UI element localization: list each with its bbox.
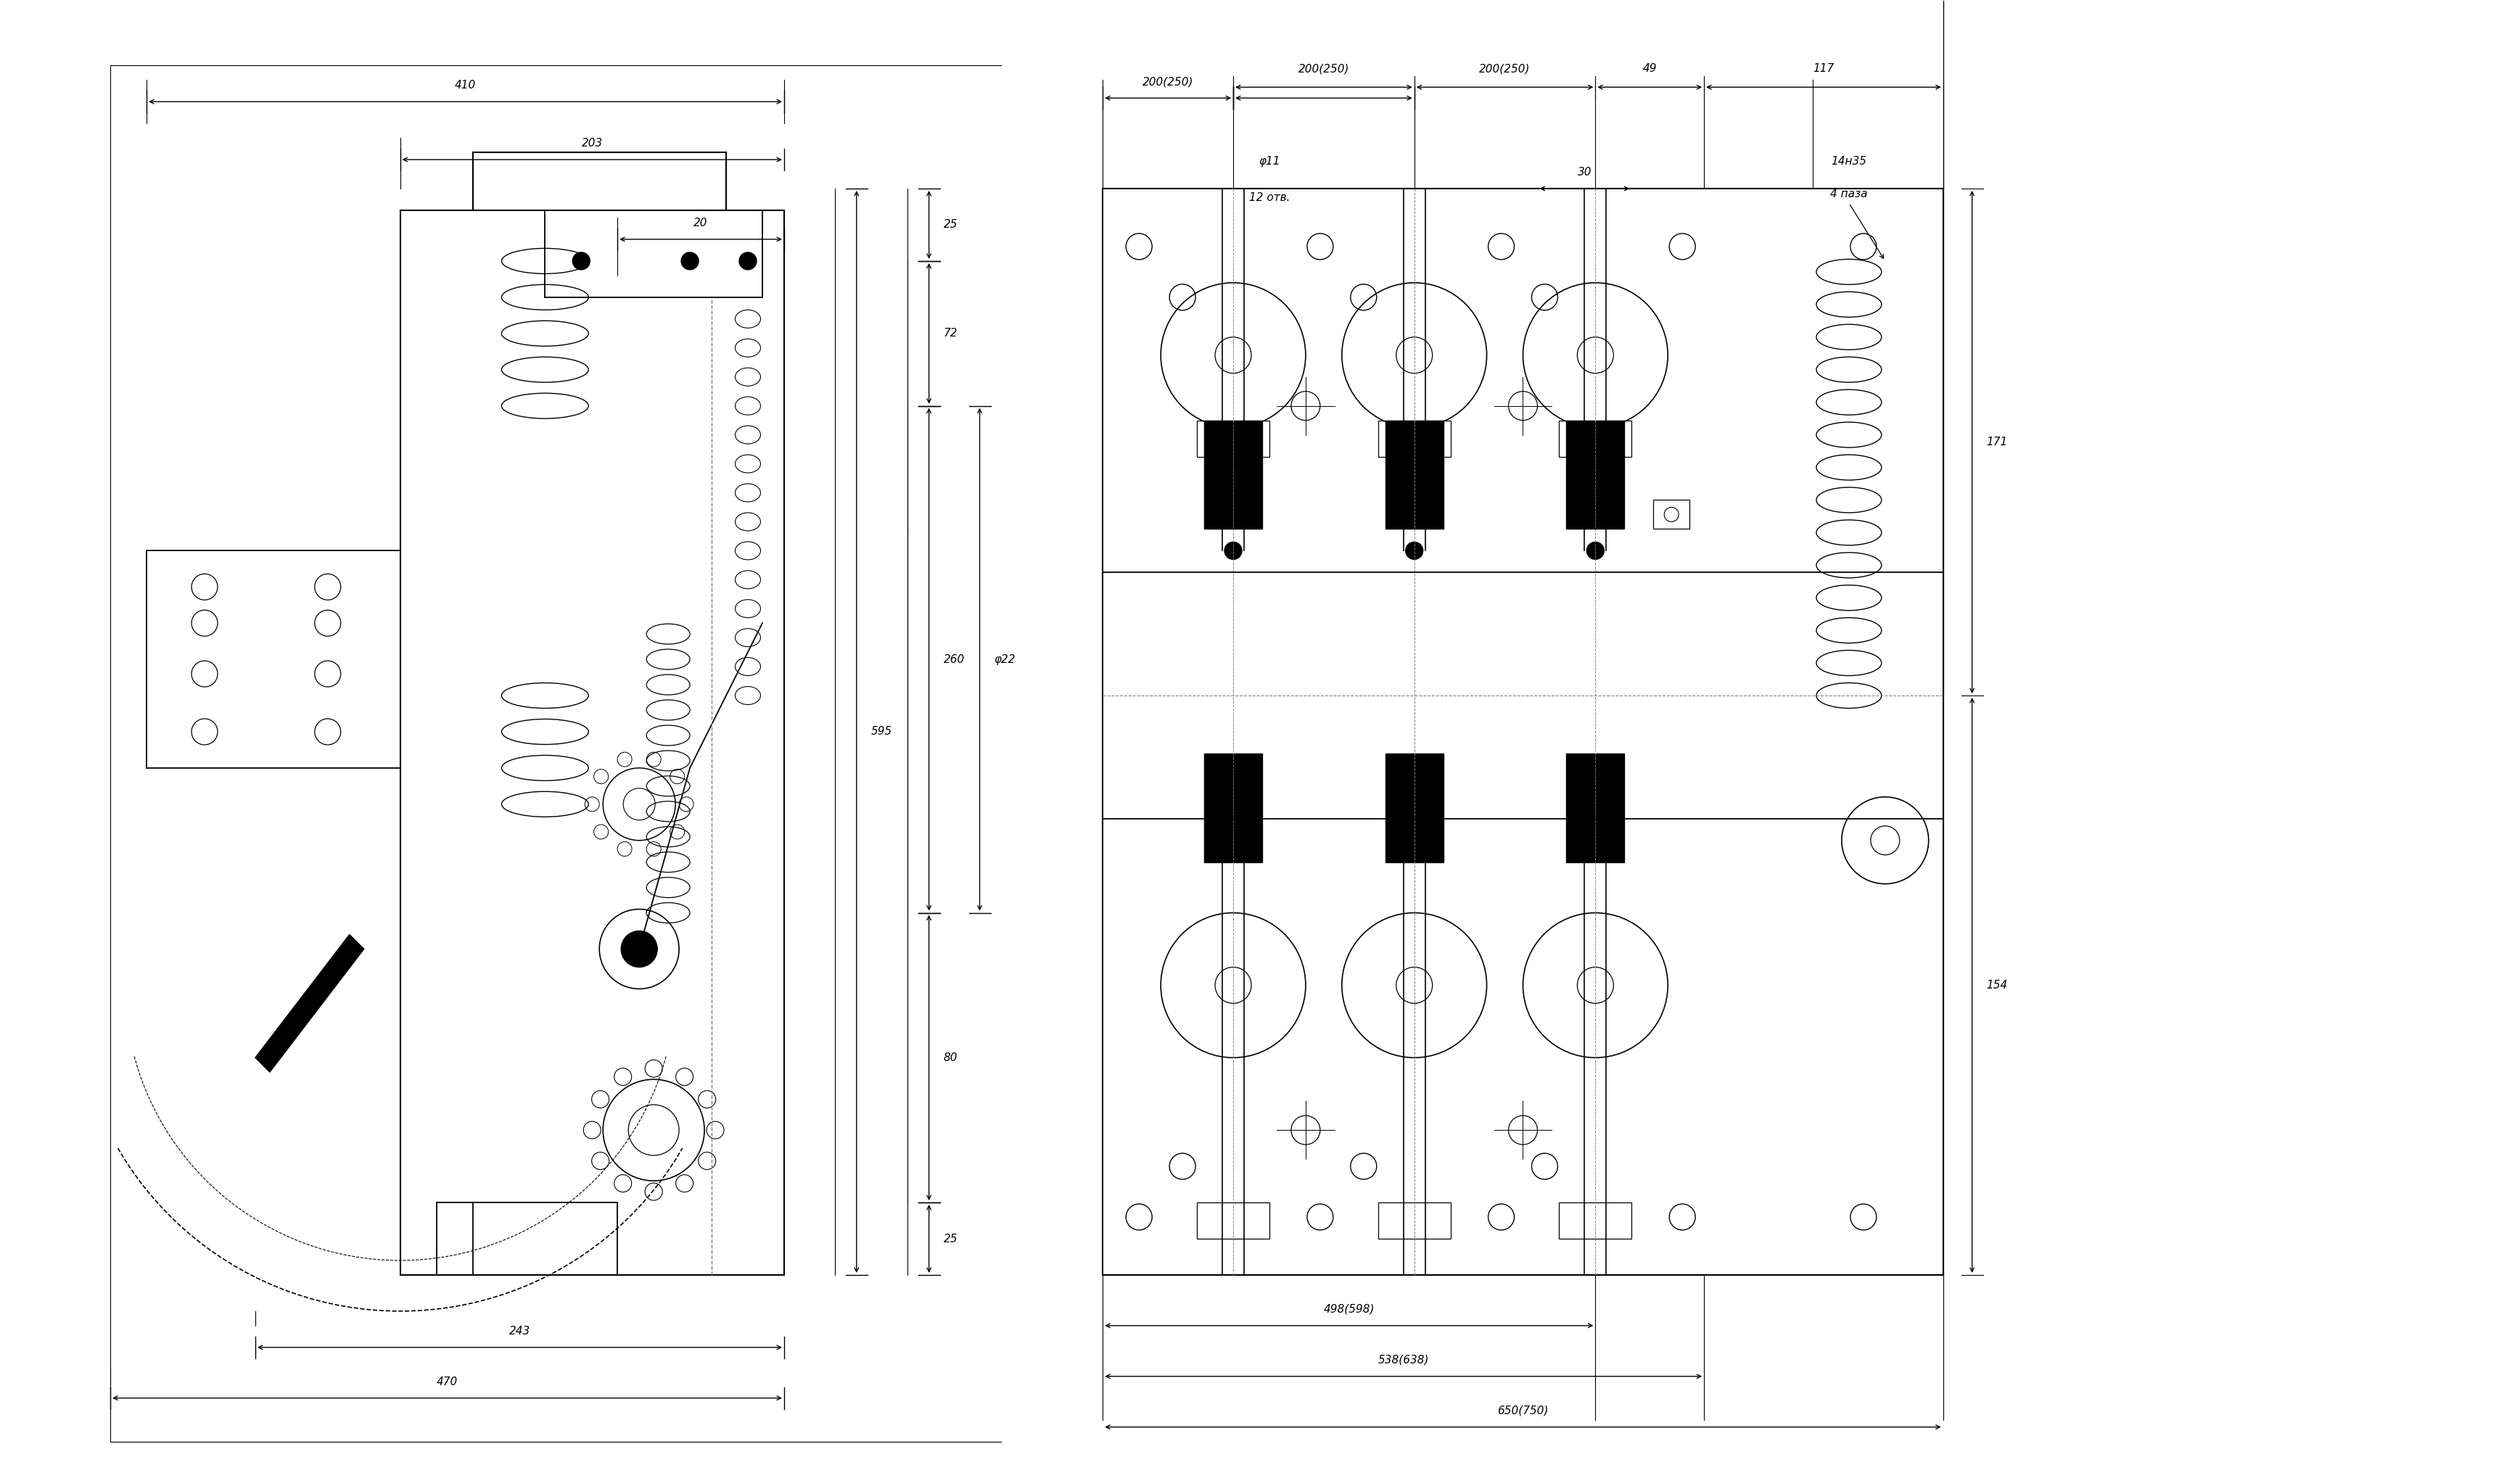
Circle shape [1225, 542, 1242, 559]
Text: 200(250): 200(250) [1142, 76, 1194, 87]
Bar [1378, 1202, 1452, 1238]
Text: 410: 410 [454, 80, 476, 90]
Text: 117: 117 [1812, 63, 1835, 74]
Circle shape [680, 252, 698, 270]
Bar [1386, 420, 1444, 529]
Text: 25: 25 [942, 1233, 958, 1244]
Circle shape [620, 931, 658, 967]
Bar [1386, 753, 1444, 863]
Text: 243: 243 [509, 1326, 529, 1336]
Bar [1197, 420, 1270, 456]
Circle shape [1588, 542, 1605, 559]
Text: 470: 470 [436, 1377, 459, 1387]
Text: 200(250): 200(250) [1298, 63, 1348, 74]
Bar [1653, 500, 1688, 529]
Text: 650(750): 650(750) [1497, 1406, 1547, 1416]
Text: 595: 595 [872, 727, 892, 737]
Bar [1197, 1202, 1270, 1238]
Circle shape [738, 252, 756, 270]
Text: 49: 49 [1643, 63, 1656, 74]
Text: 80: 80 [942, 1052, 958, 1064]
Text: 154: 154 [1986, 979, 2008, 991]
Bar [1378, 420, 1452, 456]
Text: 12 отв.: 12 отв. [1250, 192, 1290, 203]
Bar [1567, 420, 1625, 529]
Bar [1560, 1202, 1630, 1238]
Text: 538(638): 538(638) [1378, 1355, 1429, 1365]
Polygon shape [255, 934, 363, 1072]
Text: 72: 72 [942, 328, 958, 339]
Circle shape [572, 252, 590, 270]
Text: 498(598): 498(598) [1323, 1304, 1376, 1314]
Text: φ22: φ22 [995, 654, 1016, 664]
Bar [1205, 753, 1263, 863]
Circle shape [1225, 832, 1242, 849]
Circle shape [1588, 832, 1605, 849]
Text: 200(250): 200(250) [1479, 63, 1530, 74]
Text: 30: 30 [1578, 168, 1593, 178]
Circle shape [1406, 832, 1424, 849]
Text: 4 паза: 4 паза [1830, 188, 1867, 200]
Text: 203: 203 [582, 138, 602, 149]
Text: φ11: φ11 [1257, 156, 1280, 168]
Bar [1205, 420, 1263, 529]
Text: 14н35: 14н35 [1832, 156, 1867, 168]
Text: 20: 20 [693, 217, 708, 229]
Text: 171: 171 [1986, 437, 2008, 447]
Circle shape [1406, 542, 1424, 559]
Text: 260: 260 [942, 654, 965, 664]
Text: 25: 25 [942, 220, 958, 230]
Bar [1567, 753, 1625, 863]
Bar [1560, 420, 1630, 456]
